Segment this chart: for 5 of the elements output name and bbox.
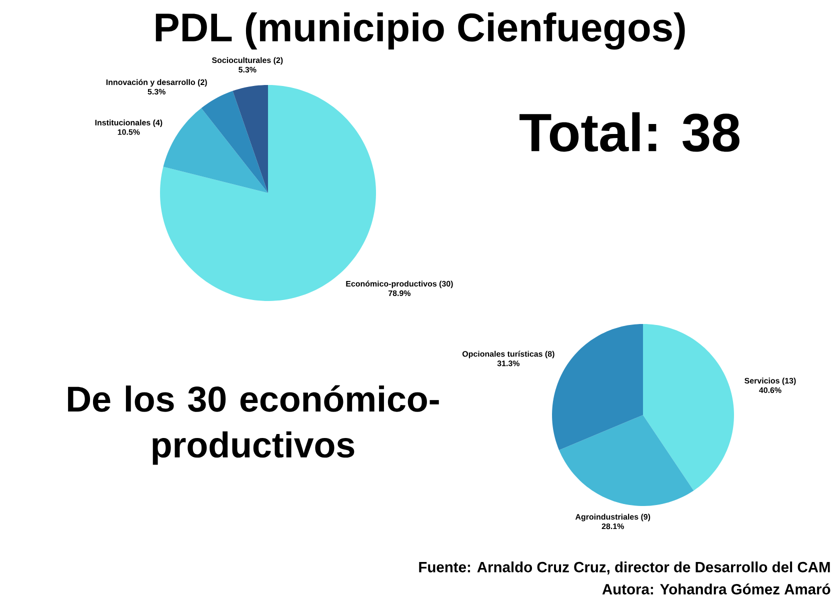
text: Total: 38 [520, 112, 740, 152]
chart-title: PDL (municipio Cienfuegos) [156, 12, 685, 50]
text: De los 30 económico-productivos [68, 385, 439, 465]
text: Autora: Yohandra Gómez Amaró [602, 584, 830, 594]
source-note: Fuente: Arnaldo Cruz Cruz, director de Desarrollo del CAM [419, 562, 830, 574]
